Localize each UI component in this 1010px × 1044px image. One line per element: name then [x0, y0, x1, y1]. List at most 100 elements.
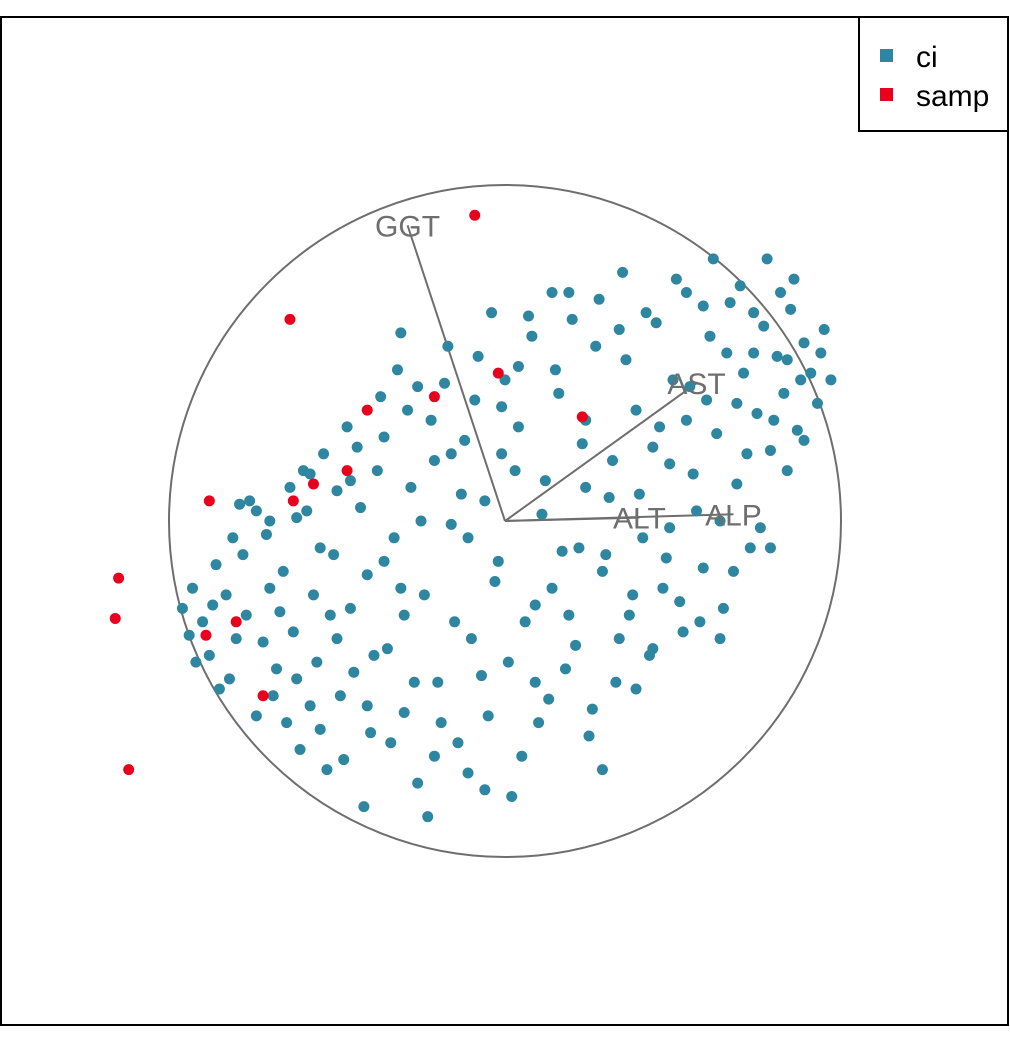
- point-ci: [459, 434, 471, 446]
- point-ci: [529, 599, 541, 611]
- point-ci: [704, 330, 716, 342]
- point-ci: [536, 508, 548, 520]
- point-ci: [358, 801, 370, 813]
- point-ci: [620, 354, 632, 366]
- point-ci: [187, 582, 199, 594]
- point-ci: [469, 394, 481, 406]
- point-ci: [647, 441, 659, 453]
- point-ci: [334, 690, 346, 702]
- point-ci: [795, 374, 807, 386]
- point-ci: [183, 629, 195, 641]
- point-ci: [207, 599, 219, 611]
- point-ci: [331, 633, 343, 645]
- point-ci: [240, 609, 252, 621]
- point-ci: [775, 287, 787, 299]
- point-ci: [257, 636, 269, 648]
- point-ci: [391, 364, 403, 376]
- point-ci: [778, 387, 790, 399]
- point-ci: [378, 555, 390, 567]
- point-ci: [227, 532, 239, 544]
- point-ci: [496, 401, 508, 413]
- point-ci: [670, 273, 682, 285]
- point-ci: [559, 663, 571, 675]
- point-ci: [553, 387, 565, 399]
- point-ci: [475, 670, 487, 682]
- series-samp-points: [109, 209, 588, 776]
- point-ci: [610, 676, 622, 688]
- point-ci: [361, 569, 373, 581]
- point-ci: [479, 784, 491, 796]
- point-ci: [717, 602, 729, 614]
- point-ci: [324, 609, 336, 621]
- point-ci: [788, 273, 800, 285]
- point-ci: [311, 656, 323, 668]
- point-ci: [395, 582, 407, 594]
- point-ci: [213, 683, 225, 695]
- loading-label-ast: AST: [667, 368, 725, 401]
- point-ci: [539, 475, 551, 487]
- point-samp: [230, 616, 242, 628]
- point-ci: [274, 606, 286, 618]
- point-ci: [512, 421, 524, 433]
- point-ci: [435, 717, 447, 729]
- loading-overlay: [168, 184, 842, 858]
- point-ci: [502, 656, 514, 668]
- point-ci: [465, 633, 477, 645]
- point-ci: [533, 717, 545, 729]
- point-ci: [667, 374, 679, 386]
- point-ci: [230, 633, 242, 645]
- point-samp: [492, 367, 504, 379]
- point-ci: [314, 542, 326, 554]
- point-ci: [244, 495, 256, 507]
- point-ci: [664, 522, 676, 534]
- point-ci: [412, 777, 424, 789]
- point-ci: [428, 455, 440, 467]
- point-ci: [368, 649, 380, 661]
- point-ci: [791, 424, 803, 436]
- point-samp: [469, 209, 481, 221]
- point-ci: [385, 737, 397, 749]
- point-ci: [761, 253, 773, 265]
- point-samp: [341, 465, 353, 477]
- point-ci: [741, 448, 753, 460]
- point-ci: [284, 481, 296, 493]
- point-ci: [176, 602, 188, 614]
- point-ci: [234, 498, 246, 510]
- point-ci: [600, 549, 612, 561]
- point-ci: [449, 616, 461, 628]
- point-ci: [344, 475, 356, 487]
- point-ci: [210, 559, 222, 571]
- point-ci: [697, 562, 709, 574]
- unit-circle: [168, 184, 842, 858]
- point-ci: [738, 367, 750, 379]
- point-ci: [455, 488, 467, 500]
- point-ci: [314, 723, 326, 735]
- point-ci: [260, 528, 272, 540]
- point-ci: [381, 643, 393, 655]
- point-ci: [472, 350, 484, 362]
- point-ci: [442, 340, 454, 352]
- point-ci: [415, 515, 427, 527]
- point-ci: [549, 364, 561, 376]
- point-ci: [398, 609, 410, 621]
- point-ci: [291, 673, 303, 685]
- point-ci: [250, 505, 262, 517]
- point-ci: [754, 522, 766, 534]
- point-ci: [583, 730, 595, 742]
- point-ci: [657, 582, 669, 594]
- point-ci: [573, 542, 585, 554]
- point-ci: [815, 347, 827, 359]
- point-samp: [307, 478, 319, 490]
- point-ci: [462, 532, 474, 544]
- point-ci: [351, 441, 363, 453]
- point-ci: [422, 811, 434, 823]
- point-samp: [123, 764, 135, 776]
- point-ci: [748, 347, 760, 359]
- point-ci: [432, 676, 444, 688]
- point-ci: [563, 287, 575, 299]
- point-ci: [677, 626, 689, 638]
- point-ci: [304, 468, 316, 480]
- point-ci: [486, 307, 498, 319]
- point-ci: [512, 360, 524, 372]
- point-ci: [811, 397, 823, 409]
